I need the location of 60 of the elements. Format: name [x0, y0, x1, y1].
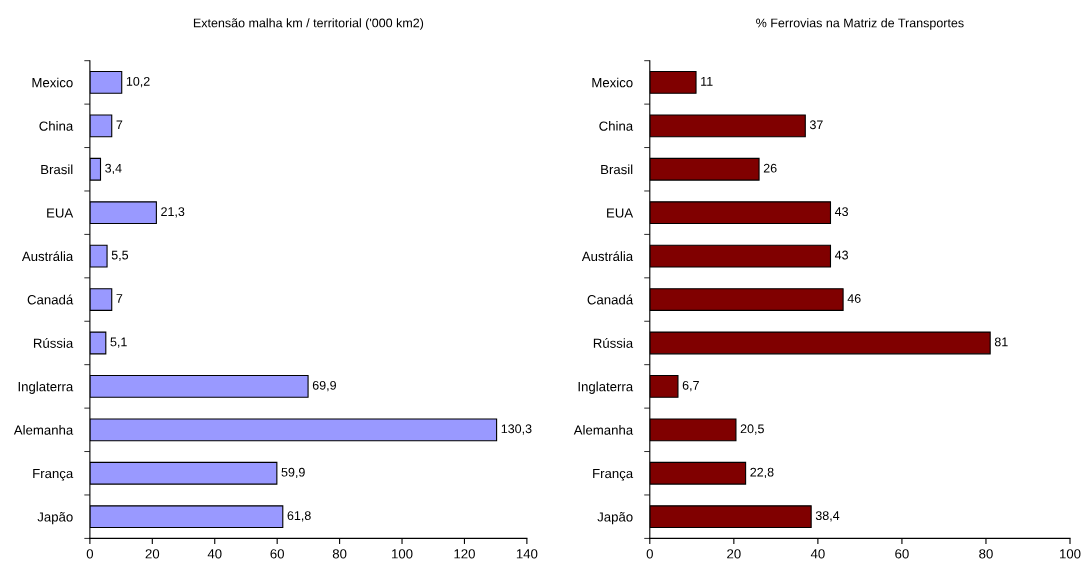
y-tick-label: Mexico: [592, 77, 633, 88]
x-tick-label: 80: [979, 549, 993, 559]
y-tick-label: Japão: [37, 512, 73, 525]
y-tick-label: Japão: [597, 512, 633, 525]
data-label: 69,9: [312, 380, 336, 392]
data-label: 38,4: [815, 511, 840, 522]
y-tick-label: Brasil: [601, 164, 633, 175]
data-label: 26: [763, 163, 777, 173]
data-label: 81: [994, 337, 1008, 347]
y-tick-label: Canadá: [27, 294, 74, 305]
x-tick-label: 40: [810, 549, 825, 559]
y-tick-label: Rússia: [593, 338, 634, 348]
y-tick-label: Rússia: [33, 338, 74, 348]
data-label: 21,3: [161, 207, 185, 218]
data-label: 7: [116, 294, 123, 303]
y-tick-label: China: [39, 121, 74, 131]
x-tick-label: 20: [145, 549, 160, 559]
data-label: 130,3: [501, 424, 532, 435]
y-tick-label: Alemanha: [573, 425, 634, 435]
x-tick-label: 60: [895, 549, 909, 559]
y-tick-label: Alemanha: [13, 425, 74, 435]
y-tick-label: EUA: [47, 208, 74, 218]
y-tick-label: Canadá: [587, 294, 634, 305]
y-tick-label: Inglaterra: [18, 381, 74, 394]
data-label: 3,4: [105, 163, 122, 175]
x-tick-label: 140: [516, 549, 538, 559]
data-label: 11: [701, 77, 713, 86]
y-tick-label: Austrália: [21, 251, 74, 262]
chart-title: Extensão malha km / territorial ('000 km2): [193, 18, 424, 30]
y-tick-label: China: [599, 121, 634, 131]
y-tick-label: Mexico: [32, 77, 73, 88]
x-tick-label: 100: [1060, 549, 1081, 559]
chart-title: % Ferrovias na Matriz de Transportes: [756, 18, 964, 30]
data-label: 43: [834, 250, 849, 260]
x-tick-label: 0: [86, 549, 94, 559]
y-tick-label: Austrália: [581, 251, 634, 262]
data-label: 7: [116, 120, 123, 130]
x-tick-label: 80: [332, 549, 347, 559]
x-tick-label: 40: [207, 549, 222, 559]
data-label: 59,9: [281, 467, 305, 479]
data-label: 10,2: [126, 76, 150, 88]
x-tick-label: 120: [454, 549, 475, 559]
x-tick-label: 0: [646, 549, 653, 559]
data-label: 61,8: [287, 511, 311, 522]
y-tick-label: França: [593, 468, 634, 481]
data-label: 5,5: [111, 250, 129, 261]
data-label: 6,7: [682, 380, 699, 392]
data-label: 37: [809, 120, 823, 130]
y-tick-label: Inglaterra: [578, 381, 634, 394]
y-tick-label: França: [33, 468, 74, 481]
data-label: 5,1: [110, 337, 127, 348]
x-tick-label: 60: [270, 549, 284, 559]
x-tick-label: 20: [727, 549, 741, 559]
y-tick-label: EUA: [607, 208, 634, 218]
data-label: 22,8: [750, 467, 774, 479]
x-tick-label: 100: [392, 549, 413, 559]
data-label: 20,5: [740, 424, 764, 435]
data-label: 43: [834, 207, 849, 217]
y-tick-label: Brasil: [41, 164, 73, 175]
data-label: 46: [847, 294, 861, 303]
